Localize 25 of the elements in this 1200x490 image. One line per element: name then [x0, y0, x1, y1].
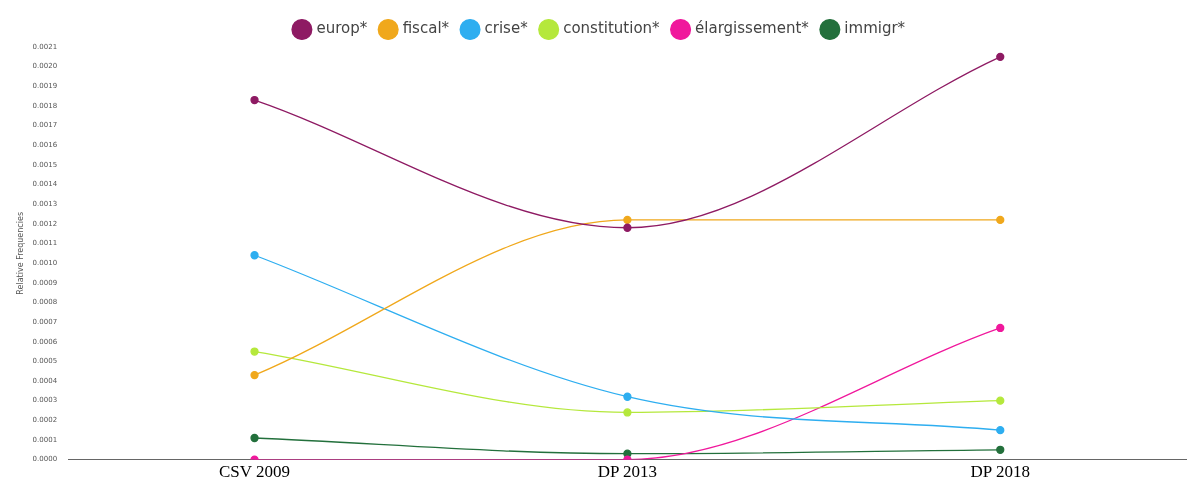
point	[250, 370, 259, 380]
point	[623, 392, 632, 401]
legend-label: élargissement*	[695, 19, 810, 38]
point	[996, 323, 1005, 333]
point	[250, 347, 259, 356]
point	[623, 223, 632, 232]
point	[996, 425, 1005, 435]
x-tick-label: CSV 2009	[219, 462, 291, 482]
x-tick-label: DP 2018	[970, 462, 1030, 482]
point	[250, 95, 259, 105]
legend-label: immigr*	[844, 19, 906, 38]
x-tick-label: DP 2013	[597, 462, 658, 482]
point	[250, 433, 259, 443]
point	[996, 52, 1005, 61]
point	[623, 408, 632, 417]
point	[996, 445, 1005, 454]
legend-label: constitution*	[563, 19, 661, 38]
legend-label: crise*	[484, 19, 529, 38]
point	[250, 251, 259, 260]
point	[623, 215, 632, 225]
point	[996, 215, 1005, 225]
legend-label: europ*	[316, 19, 368, 38]
legend-label: fiscal*	[402, 19, 450, 38]
point	[996, 396, 1005, 405]
y-axis-title: Relative Frequencies	[15, 211, 25, 295]
